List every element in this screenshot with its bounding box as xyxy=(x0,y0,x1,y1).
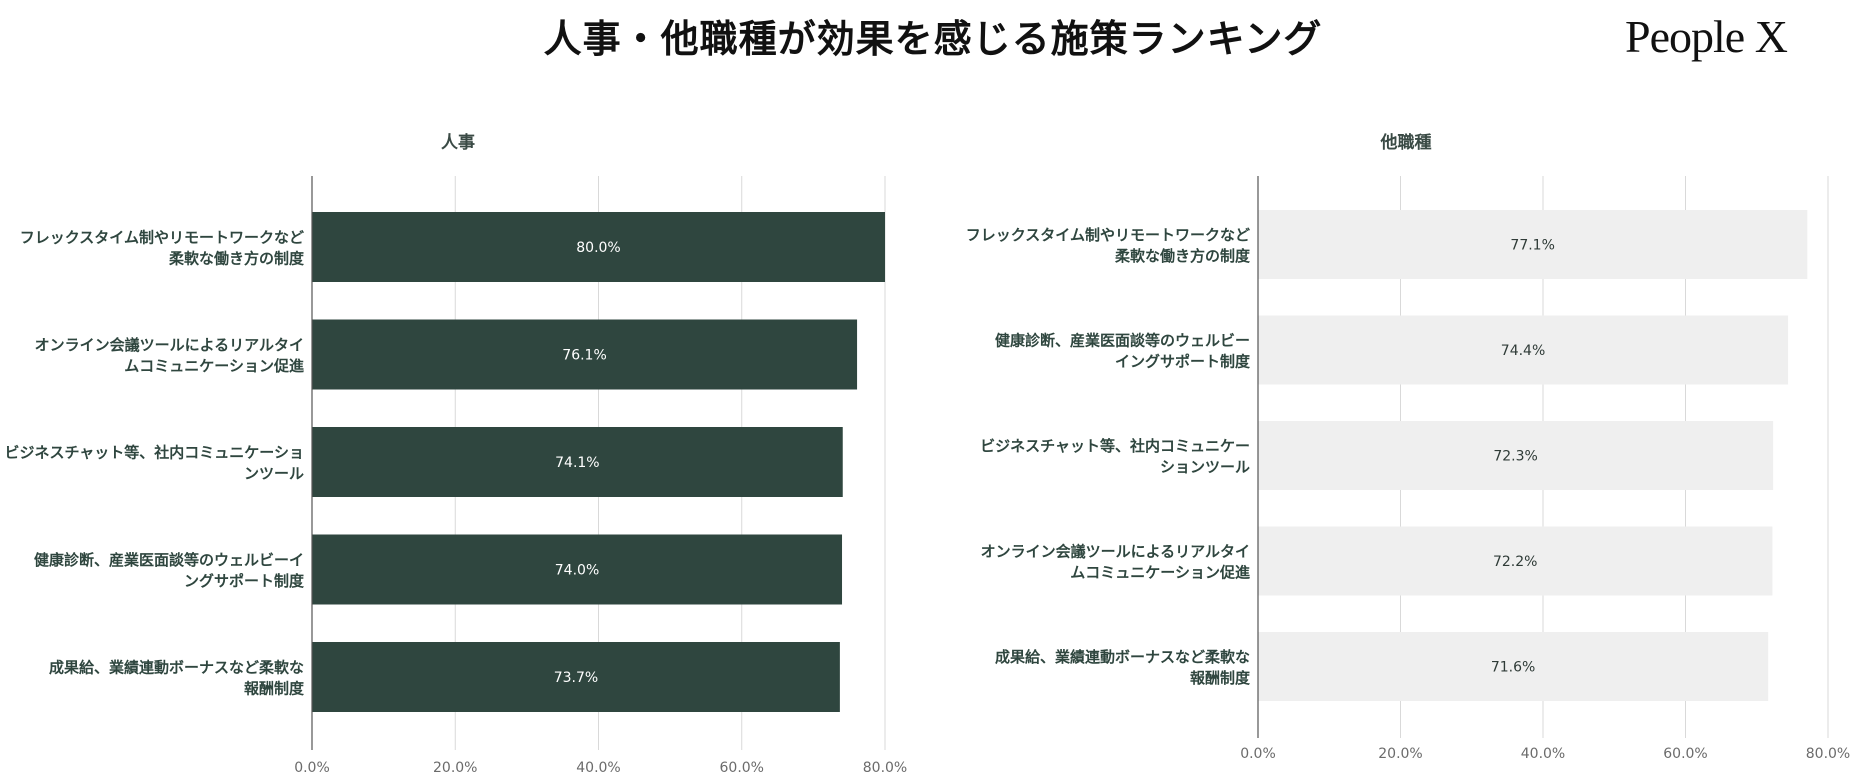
bar xyxy=(312,427,843,497)
bar xyxy=(312,534,843,605)
category-label-line: 成果給、業績連動ボーナスなど柔軟な xyxy=(49,659,304,677)
chart-title: 他職種 xyxy=(1380,132,1432,153)
category-label-line: 健康診断、産業医面談等のウェルビー xyxy=(995,332,1250,350)
category-label: 健康診断、産業医面談等のウェルビーイングサポート制度 xyxy=(995,332,1251,371)
bar-value-label: 73.7% xyxy=(554,670,598,686)
bar xyxy=(1258,210,1808,279)
category-label-line: ビジネスチャット等、社内コミュニケー xyxy=(980,437,1250,455)
category-label-line: ションツール xyxy=(1160,458,1250,476)
chart-title: 人事 xyxy=(441,133,475,153)
page-title: 人事・他職種が効果を感じる施策ランキング xyxy=(543,17,1323,61)
x-tick-label: 60.0% xyxy=(1663,746,1707,762)
bar-value-label: 74.0% xyxy=(555,563,599,579)
category-label-line: オンライン会議ツールによるリアルタイ xyxy=(35,336,304,354)
category-label-line: 柔軟な働き方の制度 xyxy=(169,250,305,268)
bar-value-label: 74.1% xyxy=(555,455,599,471)
bar xyxy=(312,319,858,390)
x-tick-label: 80.0% xyxy=(1806,746,1850,762)
category-label-line: オンライン会議ツールによるリアルタイ xyxy=(981,543,1250,561)
x-tick-label: 60.0% xyxy=(720,760,764,776)
category-label: フレックスタイム制やリモートワークなど柔軟な働き方の制度 xyxy=(20,229,305,268)
category-label-line: ムコミュニケーション促進 xyxy=(124,357,305,375)
bar xyxy=(1258,421,1774,490)
category-label-line: フレックスタイム制やリモートワークなど xyxy=(20,229,304,247)
category-label-line: 健康診断、産業医面談等のウェルビーイ xyxy=(34,551,304,569)
bar-value-label: 72.3% xyxy=(1493,449,1537,465)
category-label: 成果給、業績連動ボーナスなど柔軟な報酬制度 xyxy=(995,648,1251,687)
category-label-line: 報酬制度 xyxy=(1190,669,1251,687)
category-label-line: 報酬制度 xyxy=(244,680,305,698)
category-label: オンライン会議ツールによるリアルタイムコミュニケーション促進 xyxy=(35,336,305,375)
bar-value-label: 76.1% xyxy=(562,348,606,364)
x-tick-label: 0.0% xyxy=(1240,746,1276,762)
x-tick-label: 40.0% xyxy=(1521,746,1565,762)
category-label-line: イングサポート制度 xyxy=(1115,353,1251,371)
category-label-line: 成果給、業績連動ボーナスなど柔軟な xyxy=(995,648,1250,666)
x-tick-label: 20.0% xyxy=(433,760,477,776)
bar xyxy=(1258,526,1773,596)
brand-logo: People X xyxy=(1625,11,1788,62)
bar-value-label: 74.4% xyxy=(1501,343,1545,359)
category-label-line: ムコミュニケーション促進 xyxy=(1070,564,1251,582)
category-label: ビジネスチャット等、社内コミュニケーションツール xyxy=(4,444,304,483)
chart-other: 他職種 77.1% フレックスタイム制やリモートワークなど柔軟な働き方の制度 74.4… xyxy=(966,132,1851,762)
bar xyxy=(312,212,885,282)
category-label: 成果給、業績連動ボーナスなど柔軟な報酬制度 xyxy=(49,659,305,698)
x-tick-label: 20.0% xyxy=(1378,746,1422,762)
category-label: フレックスタイム制やリモートワークなど柔軟な働き方の制度 xyxy=(966,226,1251,265)
category-label: オンライン会議ツールによるリアルタイムコミュニケーション促進 xyxy=(981,543,1251,582)
bar-value-label: 77.1% xyxy=(1510,238,1554,254)
bar-value-label: 80.0% xyxy=(576,240,620,256)
bar xyxy=(312,642,840,712)
chart-hr: 人事 80.0% フレックスタイム制やリモートワークなど柔軟な働き方の制度 76.1%… xyxy=(4,133,907,776)
category-label: ビジネスチャット等、社内コミュニケーションツール xyxy=(980,437,1250,476)
bar-value-label: 71.6% xyxy=(1491,660,1535,676)
bar xyxy=(1258,632,1769,701)
x-tick-label: 40.0% xyxy=(576,760,620,776)
x-tick-label: 80.0% xyxy=(863,760,907,776)
x-tick-label: 0.0% xyxy=(294,760,330,776)
category-label-line: 柔軟な働き方の制度 xyxy=(1115,247,1251,265)
category-label-line: ビジネスチャット等、社内コミュニケーショ xyxy=(4,444,304,462)
category-label-line: ンツール xyxy=(244,465,304,483)
category-label-line: ングサポート制度 xyxy=(184,572,305,590)
bar-value-label: 72.2% xyxy=(1493,554,1537,570)
category-label-line: フレックスタイム制やリモートワークなど xyxy=(966,226,1250,244)
bar xyxy=(1258,315,1789,385)
category-label: 健康診断、産業医面談等のウェルビーイングサポート制度 xyxy=(34,551,305,590)
